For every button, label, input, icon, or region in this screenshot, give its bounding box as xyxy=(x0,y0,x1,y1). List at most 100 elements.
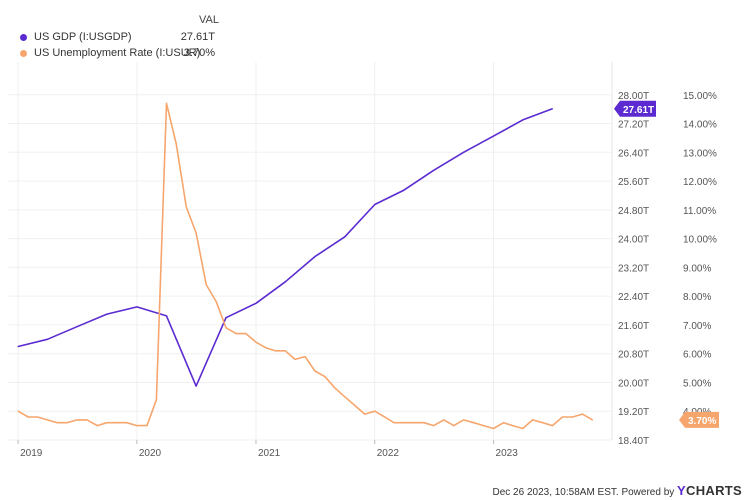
unemployment-point xyxy=(374,410,376,412)
legend-item-unemployment[interactable]: US Unemployment Rate (I:USUR) 3.70% xyxy=(20,47,215,59)
gdp-axis: 28.00T 27.20T 26.40T 25.60T 24.80T 24.00T 23.2… xyxy=(618,91,649,447)
unemployment-tick-label: 6.00% xyxy=(683,350,711,361)
gdp-tick-label: 23.20T xyxy=(618,263,649,274)
gdp-tick-label: 24.80T xyxy=(618,206,649,217)
unemployment-tick-label: 12.00% xyxy=(683,177,717,188)
unemployment-point xyxy=(86,419,88,421)
end-label-text: 3.70% xyxy=(688,416,716,427)
unemployment-point xyxy=(572,416,574,418)
gdp-tick-label: 19.20T xyxy=(618,407,649,418)
footer-powered: Powered by xyxy=(621,487,675,498)
unemployment-dot-icon xyxy=(20,49,27,57)
gdp-point xyxy=(463,151,465,153)
unemployment-point xyxy=(36,416,38,418)
unemployment-point xyxy=(46,419,48,421)
gdp-point xyxy=(314,255,316,258)
footer-date: Dec 26 2023, 10:58AM EST. xyxy=(492,487,619,498)
gdp-tick-label: 25.60T xyxy=(618,177,649,188)
gdp-point xyxy=(344,236,346,238)
unemployment-tick-label: 15.00% xyxy=(683,91,717,102)
gdp-tick-label: 28.00T xyxy=(618,91,649,102)
unemployment-point xyxy=(512,425,514,427)
unemployment-point xyxy=(542,422,544,424)
unemployment-point xyxy=(443,419,445,421)
gdp-point xyxy=(225,317,227,319)
footer: Dec 26 2023, 10:58AM EST. Powered by YCH… xyxy=(492,483,742,498)
unemployment-point xyxy=(393,422,395,424)
unemployment-tick-label: 9.00% xyxy=(683,263,711,274)
unemployment-point xyxy=(413,422,415,424)
unemployment-point xyxy=(561,416,564,418)
legend-value-unemployment: 3.70% xyxy=(183,47,215,59)
unemployment-point xyxy=(56,422,58,424)
unemployment-point xyxy=(453,425,455,427)
gdp-point xyxy=(17,345,19,348)
end-label-text: 27.61T xyxy=(623,105,654,116)
ycharts-logo[interactable]: YCHARTS xyxy=(677,483,742,498)
unemployment-point xyxy=(324,376,326,378)
unemployment-point xyxy=(522,427,524,430)
unemployment-point xyxy=(463,419,465,421)
gdp-tick-label: 20.00T xyxy=(618,378,649,389)
unemployment-point xyxy=(215,301,217,303)
series-group xyxy=(17,102,594,430)
unemployment-point xyxy=(245,332,247,335)
unemployment-point xyxy=(195,232,197,234)
gdp-end-label: 27.61T xyxy=(614,100,656,117)
unemployment-point xyxy=(503,422,505,424)
gdp-tick-label: 22.40T xyxy=(618,292,649,303)
gdp-point xyxy=(492,135,495,137)
unemployment-point xyxy=(17,410,19,412)
gdp-point xyxy=(76,326,78,328)
gdp-tick-label: 21.60T xyxy=(618,321,649,332)
unemployment-point xyxy=(66,422,68,424)
unemployment-point xyxy=(334,387,336,389)
unemployment-point xyxy=(165,102,168,104)
gdp-point xyxy=(136,306,138,308)
unemployment-tick-label: 11.00% xyxy=(683,206,716,217)
unemployment-point xyxy=(284,350,286,352)
gdp-line xyxy=(17,108,553,387)
x-tick-label: 2020 xyxy=(139,448,162,459)
grid xyxy=(8,62,613,441)
unemployment-point xyxy=(146,425,148,427)
unemployment-point xyxy=(433,425,435,427)
unemployment-point xyxy=(175,143,177,145)
gdp-point xyxy=(522,119,524,121)
gdp-tick-label: 24.00T xyxy=(618,235,649,246)
unemployment-tick-label: 10.00% xyxy=(683,235,717,246)
unemployment-point xyxy=(126,422,128,424)
gdp-tick-label: 26.40T xyxy=(618,148,649,159)
unemployment-point xyxy=(344,396,346,398)
legend-value-header: VAL xyxy=(199,14,219,26)
gdp-point xyxy=(433,169,435,171)
gdp-point xyxy=(195,385,197,387)
unemployment-point xyxy=(403,422,405,424)
gdp-point xyxy=(165,315,168,317)
unemployment-tick-label: 5.00% xyxy=(683,378,711,389)
gdp-point xyxy=(374,203,376,206)
unemployment-tick-label: 14.00% xyxy=(683,120,717,131)
x-tick-label: 2023 xyxy=(496,448,519,459)
unemployment-point xyxy=(274,350,276,352)
unemployment-point xyxy=(106,422,108,424)
legend: VAL US GDP (I:USGDP) 27.61T US Unemploym… xyxy=(0,0,230,70)
gdp-tick-label: 20.80T xyxy=(618,350,649,361)
unemployment-point xyxy=(551,425,554,427)
legend-item-gdp[interactable]: US GDP (I:USGDP) 27.61T xyxy=(20,31,215,43)
unemployment-point xyxy=(473,422,475,424)
unemployment-point xyxy=(492,427,495,430)
unemployment-point xyxy=(155,399,157,401)
unemployment-point xyxy=(591,419,594,421)
unemployment-point xyxy=(581,413,583,415)
gdp-tick-label: 18.40T xyxy=(618,436,649,447)
x-tick-label: 2021 xyxy=(258,448,281,459)
unemployment-point xyxy=(205,284,207,286)
unemployment-point xyxy=(225,327,227,329)
gdp-point xyxy=(551,108,554,110)
gdp-point xyxy=(106,313,108,315)
x-axis: 2019 2020 2021 2022 2023 xyxy=(17,440,519,459)
unemployment-point xyxy=(116,422,118,424)
gdp-tick-label: 27.20T xyxy=(618,120,649,131)
